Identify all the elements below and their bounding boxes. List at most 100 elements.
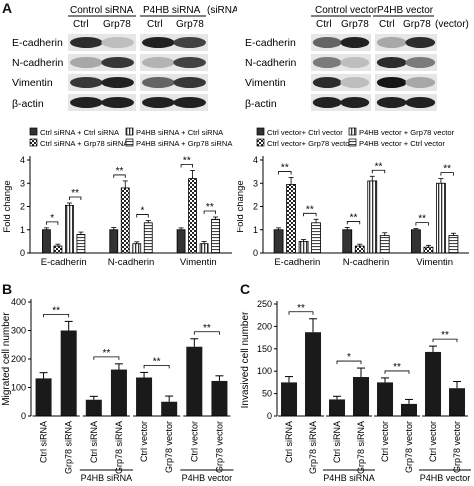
y-tick-label: 1 — [253, 225, 258, 235]
blot-band — [376, 77, 407, 88]
legend-label: P4HB siRNA + Ctrl siRNA — [136, 128, 224, 137]
blot-left-lane1: Ctrl — [73, 19, 89, 30]
blot-band — [376, 37, 407, 48]
x-category-label: Ctrl vector — [428, 421, 438, 462]
significance-mark: * — [141, 205, 145, 216]
y-axis-label: Migrated cell number — [1, 312, 12, 406]
significance-bracket — [46, 221, 59, 225]
significance-mark: ** — [443, 164, 451, 175]
significance-mark: * — [347, 352, 351, 363]
x-category-label: E-cadherin — [274, 257, 320, 268]
bar — [401, 403, 417, 416]
y-tick-label: 0 — [253, 248, 258, 258]
significance-bracket — [203, 210, 216, 214]
significance-mark: ** — [153, 356, 161, 367]
y-tick-label: 3 — [253, 178, 258, 188]
significance-bracket — [278, 171, 292, 175]
group-label: P4HB vector — [182, 473, 233, 483]
y-tick-label: 100 — [11, 383, 26, 393]
y-tick-label: 1 — [20, 225, 25, 235]
significance-mark: ** — [306, 204, 314, 215]
blot-band — [340, 37, 370, 48]
group-label: P4HB siRNA — [81, 473, 133, 483]
y-tick-label: 400 — [11, 297, 26, 307]
significance-bracket — [415, 222, 429, 226]
significance-mark: ** — [418, 214, 426, 225]
blot-right-lane2: Grp78 — [341, 19, 369, 30]
legend-swatch — [348, 138, 357, 147]
significance-mark: ** — [350, 212, 358, 223]
panel-letter-c: C — [240, 281, 251, 297]
bar — [35, 378, 52, 416]
legend-label: Ctrl vector+ Ctrl vector — [267, 128, 343, 137]
significance-bracket — [69, 196, 82, 201]
legend-swatch — [256, 138, 265, 147]
significance-mark: ** — [393, 362, 401, 373]
blot-band — [405, 97, 436, 108]
significance-bracket — [432, 338, 458, 343]
group-label: P4HB siRNA — [323, 473, 375, 483]
x-category-label: Grp78 siRNA — [308, 421, 318, 474]
chart-c: 0 50 100 150 200 250 Invasived cell number Ctrl… — [240, 299, 471, 483]
blot-band — [173, 37, 206, 48]
blot-right-group1-label: Control vector — [315, 5, 378, 16]
legend-swatch — [125, 138, 134, 147]
y-tick-label: 4 — [20, 155, 25, 165]
blot-band — [312, 77, 342, 88]
significance-bracket — [384, 370, 410, 374]
blot-band — [376, 57, 407, 68]
bar — [76, 234, 86, 254]
blot-left-protein-vim: Vimentin — [12, 77, 53, 89]
blot-right-protein-actin: β-actin — [245, 98, 277, 110]
significance-mark: ** — [71, 188, 79, 199]
legend-label: Ctrl siRNA + Grp78 siRNA — [40, 139, 129, 148]
blot-band — [340, 77, 370, 88]
bar — [188, 178, 197, 254]
western-blot-left: Control siRNA P4HB siRNA (siRNA) Ctrl Gr… — [12, 5, 237, 111]
x-category-label: Vimentin — [416, 257, 453, 268]
blot-band — [405, 77, 436, 88]
blot-band — [312, 57, 342, 68]
legend-swatch — [125, 127, 134, 136]
legend-swatch — [29, 138, 38, 147]
x-category-label: Grp78 siRNA — [356, 421, 366, 474]
x-category-label: Grp78 vector — [164, 421, 174, 473]
blot-band — [70, 77, 103, 88]
x-category-label: Grp78 siRNA — [114, 421, 124, 474]
bar — [132, 243, 142, 254]
y-tick-label: 50 — [262, 389, 272, 399]
x-category-label: Ctrl siRNA — [39, 421, 49, 463]
blot-band — [142, 77, 175, 88]
bar — [211, 218, 220, 254]
bar — [329, 399, 345, 416]
y-tick-label: 200 — [257, 321, 272, 331]
blot-left-protein-ncad: N-cadherin — [12, 57, 64, 69]
blot-right-lane1: Ctrl — [316, 19, 332, 30]
bar — [109, 229, 119, 254]
group-label: P4HB vector — [420, 473, 471, 483]
x-category-label: Ctrl siRNA — [89, 421, 99, 463]
significance-mark: ** — [116, 166, 124, 177]
bar — [199, 243, 209, 254]
x-category-label: N-cadherin — [108, 257, 154, 268]
blot-band — [312, 97, 342, 108]
bar — [120, 187, 130, 254]
chart-a-left: Ctrl siRNA + Ctrl siRNA Ctrl siRNA + Grp7… — [2, 127, 233, 268]
bar — [281, 382, 297, 416]
bar — [423, 246, 434, 254]
bar — [353, 377, 369, 416]
blot-band — [142, 57, 175, 68]
x-category-label: Grp78 vector — [214, 421, 224, 473]
bar — [65, 204, 74, 254]
y-tick-label: 0 — [20, 248, 25, 258]
significance-bracket — [336, 360, 362, 365]
legend-label: P4HB siRNA + Grp78 siRNA — [136, 139, 233, 148]
chart-b: 0 100 200 300 400 Migrated cell number Ctrl si… — [1, 297, 234, 483]
blot-right-suffix: (vector) — [435, 19, 469, 30]
significance-mark: ** — [206, 202, 214, 213]
bar — [176, 229, 186, 254]
y-tick-label: 2 — [20, 202, 25, 212]
y-axis-label: Fold change — [237, 180, 246, 232]
significance-bracket — [303, 212, 317, 217]
significance-mark: ** — [375, 161, 383, 172]
